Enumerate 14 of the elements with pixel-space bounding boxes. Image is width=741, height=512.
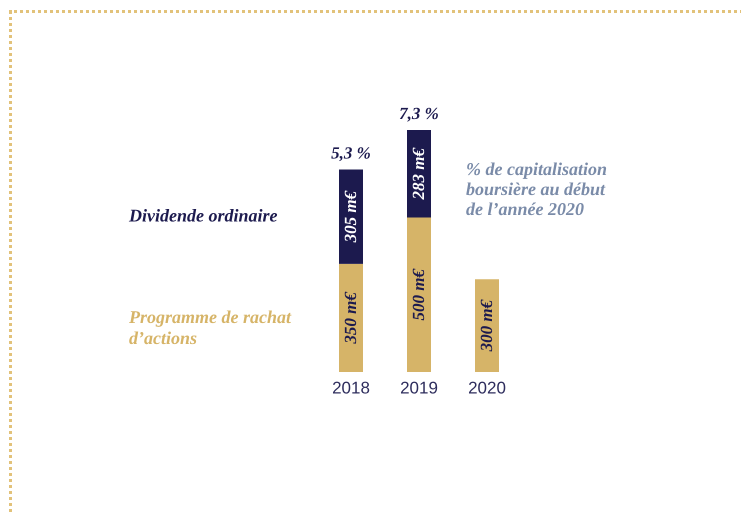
annotation: % de capitalisation boursière au début de l’année 2020 <box>466 159 607 219</box>
x-tick-label: 2018 <box>332 378 370 398</box>
annotation: 7,3 % <box>399 104 439 123</box>
data-label: 500 m€ <box>409 268 428 320</box>
x-tick-label: 2020 <box>468 378 506 398</box>
annotation: 5,3 % <box>331 144 371 163</box>
data-label: 350 m€ <box>341 292 360 345</box>
bar <box>407 217 431 372</box>
text: Dividende ordinaire <box>128 206 278 226</box>
text: Programme de rachat d’actions <box>128 306 292 348</box>
data-label: 300 m€ <box>477 299 496 352</box>
data-label: 283 m€ <box>409 148 428 200</box>
x-tick-label: 2019 <box>400 378 438 398</box>
data-label: 305 m€ <box>341 190 360 244</box>
